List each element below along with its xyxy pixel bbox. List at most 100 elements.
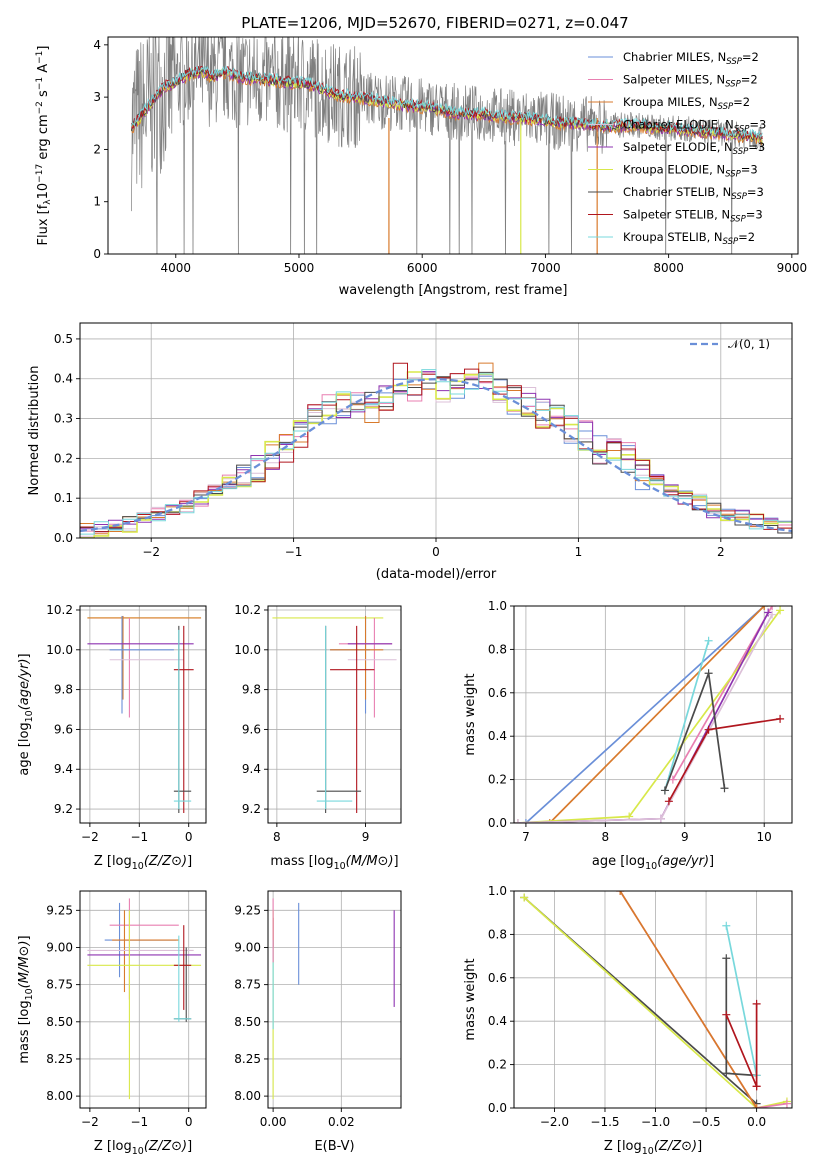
panel-age_vs_Z: −2 −1 0 9.2 9.4 9.6 9.8 10.0 10.2 Z [log10(Z/Z⊙)]… [17,603,207,872]
y-tick-label: 1 [93,195,101,209]
x-axis-label: wavelength [Angstrom, rest frame] [339,283,568,298]
series-salpeter_miles [668,606,777,784]
x-axis-label: E(B-V) [314,1139,354,1154]
x-axis-label: age [log10(age/yr)] [592,854,714,872]
x-tick-label: 6000 [407,261,438,275]
series-line [517,614,773,823]
axes-frame [107,36,799,255]
legend-label: Kroupa STELIB, NSSP=2 [623,230,755,247]
y-tick-label: 9.4 [54,762,73,776]
panel-mass_vs_EBV: 0.00 0.02 8.00 8.25 8.50 8.75 9.00 9.25 E(B-V) [234,890,402,1154]
panel-weight_vs_age: 7 8 9 10 0.0 0.2 0.4 0.6 0.8 1.0 age [log10(age/yr… [463,599,793,872]
x-tick-label: 4000 [160,261,191,275]
model-spectrum-salpeter_stelib [130,65,763,140]
y-tick-label: 0.1 [54,491,73,505]
x-tick-label: 8000 [653,261,684,275]
plot-area-age_vs_Z [87,615,202,814]
x-axis-label: Z [log10(Z/Z⊙)] [94,854,192,872]
axes-frame [79,605,207,824]
series-line [725,958,757,1077]
y-tick-label: 0.2 [488,773,507,787]
series-marker [722,954,731,963]
y-tick-label: 9.00 [234,940,261,954]
series-line [664,640,710,791]
y-tick-label: 0.4 [488,729,507,743]
series-marker [616,891,625,895]
x-axis-label: Z [log10(Z/Z⊙)] [94,1139,192,1157]
y-tick-label: 0.0 [488,816,507,830]
y-tick-label: 0.6 [488,686,507,700]
x-tick-label: 0.00 [260,1115,287,1129]
plot-area-weight_vs_Z [520,891,791,1108]
series-marker [521,819,530,823]
y-tick-label: 10.0 [234,643,261,657]
series-kroupa_elodie [514,606,785,823]
y-tick-label: 9.8 [54,683,73,697]
errorbar-kroupa_stelib [173,629,192,810]
panel-mass_vs_Z: −2 −1 0 8.00 8.25 8.50 8.75 9.00 9.25 Z [log10(Z/… [17,890,207,1157]
y-tick-label: 8.75 [234,978,261,992]
y-tick-label: 4 [93,38,101,52]
y-tick-label: 9.25 [46,903,73,917]
legend-label: Salpeter ELODIE, NSSP=3 [623,140,765,157]
plot-area-residuals [80,362,792,538]
y-tick-label: 10.2 [234,603,261,617]
x-tick-label: 0 [185,1115,193,1129]
x-tick-label: 10 [757,830,772,844]
series-line [517,612,769,823]
x-tick-label: 5000 [284,261,315,275]
series-marker [760,606,769,610]
series-chabrier_miles [521,606,769,823]
x-tick-label: 8 [273,830,281,844]
legend-entry: Chabrier ELODIE, NSSP=3 [588,118,766,135]
figure-title: PLATE=1206, MJD=52670, FIBERID=0271, z=0… [241,14,628,32]
errorbar-chabrier_miles [330,615,370,714]
y-tick-label: 0.6 [488,971,507,985]
y-tick-label: 0 [93,247,101,261]
errorbar-kroupa_stelib [316,625,353,810]
series-marker [704,725,713,734]
series-marker [520,893,529,902]
series-line [619,891,788,1108]
x-tick-label: −2 [81,830,99,844]
x-tick-label: 0 [432,545,440,559]
y-axis-label: mass weight [463,958,478,1040]
errorbar-salpeter_stelib [330,625,375,814]
series-kroupa_miles [545,606,769,823]
series-marker [768,610,777,619]
errorbar-kroupa_miles [87,615,202,700]
series-salpeter_miles [616,891,791,1108]
y-tick-label: 8.25 [46,1052,73,1066]
y-tick-label: 0.0 [54,531,73,545]
x-tick-label: 7000 [530,261,561,275]
axes-frame [513,605,793,824]
plot-area-weight_vs_age [514,606,785,823]
y-tick-label: 9.8 [242,683,261,697]
x-tick-label: 7 [522,830,530,844]
x-tick-label: −0.5 [692,1115,721,1129]
legend-entry: Kroupa ELODIE, NSSP=3 [588,163,758,180]
errorbar-kroupa_miles [112,910,179,993]
y-tick-label: 0.2 [488,1058,507,1072]
x-tick-label: 2 [717,545,725,559]
y-axis-label: age [log10(age/yr)] [17,653,35,775]
plot-area-age_vs_mass [272,615,397,814]
legend-entry: Kroupa MILES, NSSP=2 [588,95,750,112]
x-tick-label: 0.0 [747,1115,766,1129]
series-line [549,606,765,823]
x-tick-label: 9 [681,830,689,844]
series-marker [664,797,673,806]
series-kroupa_miles [616,891,761,1108]
series-marker [768,606,777,610]
axes-frame [267,890,402,1109]
series-chabrier_elodie [514,610,777,823]
y-tick-label: 0.3 [54,412,73,426]
y-tick-label: 0.0 [488,1101,507,1115]
plot-area-mass_vs_Z [87,898,202,1100]
x-axis-label: (data-model)/error [376,567,497,582]
y-tick-label: 8.25 [234,1052,261,1066]
axes-frame [513,890,793,1109]
model-spectrum-kroupa_stelib [130,65,763,138]
y-axis-label: Normed distribution [27,366,42,496]
